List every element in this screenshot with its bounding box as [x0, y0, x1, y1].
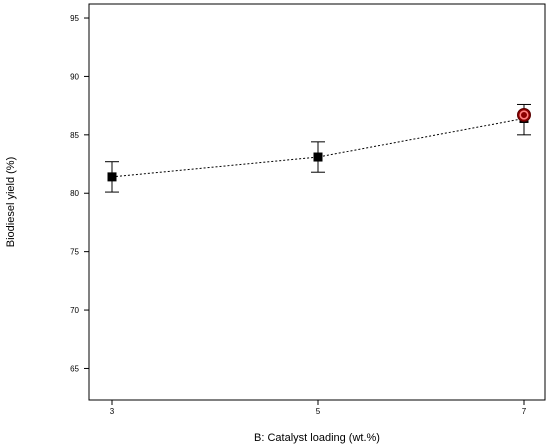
y-tick-label: 95 [70, 14, 79, 23]
y-tick-label: 90 [70, 72, 79, 81]
plot-frame [88, 3, 546, 401]
y-tick-label: 65 [70, 364, 79, 373]
x-axis: 3 5 7 [110, 400, 527, 416]
x-axis-label: B: Catalyst loading (wt.%) [254, 432, 380, 444]
series-line [111, 117, 525, 178]
data-point [313, 152, 323, 162]
y-tick-label: 80 [70, 189, 79, 198]
y-tick-label: 75 [70, 248, 79, 257]
data-point [107, 172, 117, 182]
y-axis-label: Biodiesel yield (%) [5, 157, 17, 247]
series-layer [105, 103, 531, 193]
y-tick-label: 70 [70, 306, 79, 315]
y-tick-label: 85 [70, 131, 79, 140]
x-tick-label: 5 [316, 407, 321, 416]
highlight-point [517, 107, 531, 122]
x-tick-label: 3 [110, 407, 115, 416]
y-axis: 65 70 75 80 85 90 95 [70, 14, 89, 373]
x-tick-label: 7 [522, 407, 527, 416]
